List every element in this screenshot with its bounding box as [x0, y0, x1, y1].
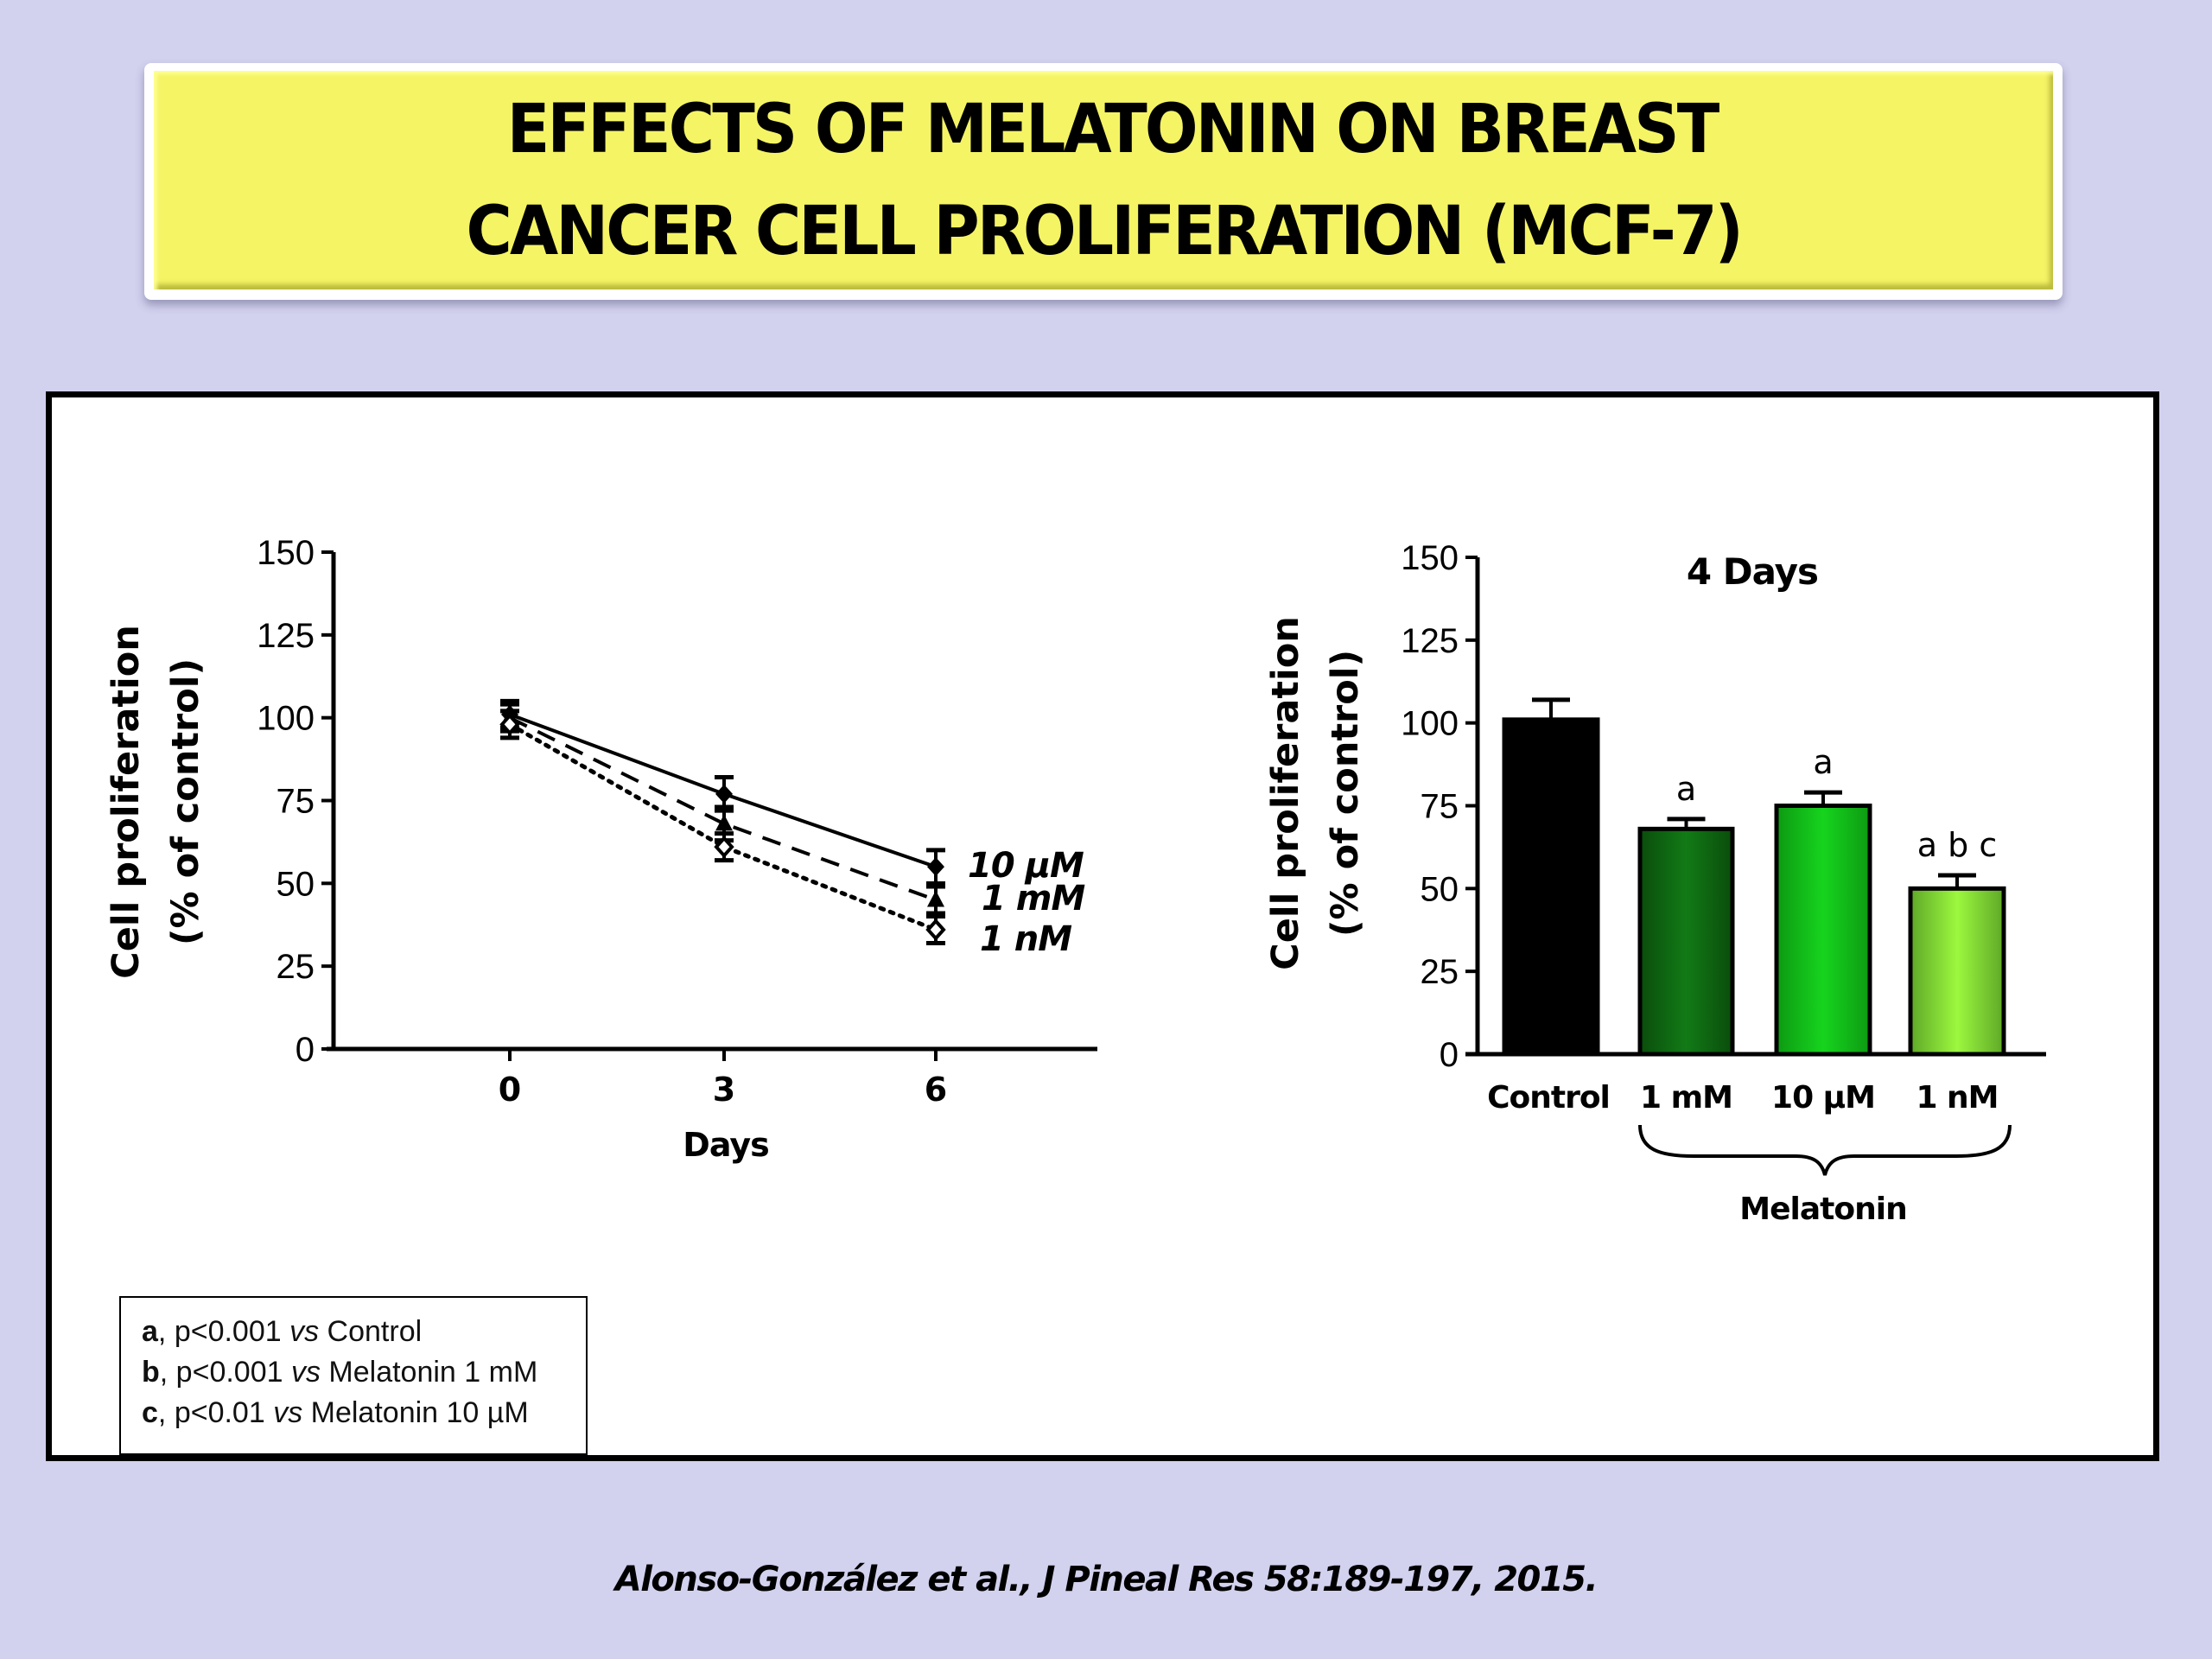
sig-letter: c [142, 1396, 158, 1429]
category-label: 1 nM [1916, 1080, 1998, 1116]
data-point [927, 890, 944, 907]
series-label: 1 nM [980, 919, 1071, 959]
bar-group: Control [1487, 697, 1611, 1116]
bar-chart-bars: Control a 1 mM a 10 µM a b c 1 nM [1487, 697, 2006, 1116]
y-tick-label: 75 [276, 783, 315, 821]
sig-vs: vs [290, 1356, 321, 1389]
sig-comparison: Control [319, 1315, 423, 1348]
bar-group: a 1 mM [1637, 770, 1735, 1116]
series-solid: 10 µM [500, 698, 1084, 886]
sig-letter: b [142, 1356, 160, 1389]
significance-legend-item: b, p<0.001 vs Melatonin 1 mM [142, 1352, 586, 1393]
title-banner: EFFECTS OF MELATONIN ON BREAST CANCER CE… [144, 63, 2063, 300]
line-chart-series: 10 µM1 mM1 nM [499, 698, 1085, 959]
y-tick-label: 0 [296, 1031, 315, 1069]
significance-annotation: a [1813, 743, 1833, 781]
sig-text: , p<0.01 [157, 1396, 274, 1429]
y-tick-label: 75 [1421, 788, 1459, 826]
y-tick-label: 150 [257, 534, 315, 572]
category-label: 10 µM [1771, 1080, 1875, 1116]
line-chart-ylabel-line-2: (% of control) [164, 658, 207, 945]
bar-chart-ylabel-line-2: (% of control) [1324, 650, 1367, 937]
y-tick-label: 25 [1421, 953, 1459, 991]
bar [1774, 804, 1872, 1057]
y-tick-label: 100 [1401, 705, 1459, 743]
sig-letter: a [142, 1315, 158, 1348]
sig-vs: vs [289, 1315, 320, 1348]
line-chart-y-ticks: 0 25 50 75 100 125 150 [257, 534, 334, 1069]
data-point [715, 814, 733, 831]
series-label: 1 mM [982, 879, 1084, 918]
x-tick-label: 3 [713, 1071, 735, 1109]
category-label: 1 mM [1640, 1080, 1732, 1116]
line-chart-x-ticks: 0 3 6 [499, 1049, 947, 1109]
category-label: Control [1487, 1080, 1610, 1116]
y-tick-label: 125 [1401, 622, 1459, 660]
citation: Alonso-González et al., J Pineal Res 58:… [614, 1560, 1599, 1599]
bar-group: a b c 1 nM [1908, 826, 2006, 1116]
significance-legend: a, p<0.001 vs Control b, p<0.001 vs Mela… [119, 1296, 588, 1455]
line-chart-axes [327, 552, 1097, 1052]
sig-comparison: Melatonin 10 µM [302, 1396, 529, 1429]
y-tick-label: 150 [1401, 539, 1459, 577]
data-point [714, 836, 734, 859]
bar-group: a 10 µM [1771, 743, 1876, 1116]
sig-comparison: Melatonin 1 mM [320, 1356, 538, 1389]
sig-text: , p<0.001 [159, 1356, 291, 1389]
sig-text: , p<0.001 [157, 1315, 290, 1348]
y-tick-label: 50 [276, 865, 315, 903]
y-tick-label: 100 [257, 700, 315, 738]
series-dotted: 1 nM [499, 709, 1072, 959]
significance-legend-item: a, p<0.001 vs Control [142, 1312, 586, 1352]
bar-chart-y-ticks: 0 25 50 75 100 125 150 [1401, 539, 1478, 1074]
bar-chart-ylabel-line-1: Cell proliferation [1264, 616, 1307, 970]
data-point [499, 713, 520, 736]
x-tick-label: 0 [499, 1071, 521, 1109]
data-point [927, 857, 944, 877]
line-chart: 0 25 50 75 100 125 150 0 3 6 10 µM1 mM1 nM Cell … [105, 534, 1097, 1164]
line-chart-ylabel-line-1: Cell proliferation [105, 625, 148, 979]
significance-annotation: a b c [1917, 826, 1997, 864]
x-tick-label: 6 [925, 1071, 947, 1109]
line-chart-xlabel: Days [683, 1126, 768, 1164]
title-banner-fill: EFFECTS OF MELATONIN ON BREAST CANCER CE… [154, 71, 2053, 289]
significance-annotation: a [1676, 770, 1696, 808]
bar [1637, 826, 1735, 1057]
y-tick-label: 50 [1421, 870, 1459, 908]
y-tick-label: 125 [257, 617, 315, 655]
slide-title-line-1: EFFECTS OF MELATONIN ON BREAST [506, 90, 1719, 168]
series-label: 10 µM [968, 846, 1084, 886]
data-point [925, 918, 946, 941]
sig-vs: vs [273, 1396, 303, 1429]
y-tick-label: 0 [1440, 1036, 1459, 1074]
series-dashed: 1 mM [500, 702, 1085, 918]
melatonin-group-label: Melatonin [1739, 1192, 1906, 1227]
bar [1502, 717, 1600, 1057]
melatonin-group-brace [1638, 1124, 2012, 1176]
bar-chart-title: 4 Days [1687, 550, 1818, 593]
bar-chart: 0 25 50 75 100 125 150 Control a 1 mM a 10 µM a b c… [1264, 539, 2046, 1227]
y-tick-label: 25 [276, 948, 315, 986]
slide-title-line-2: CANCER CELL PROLIFERATION (MCF-7) [466, 192, 1743, 270]
data-point [715, 784, 733, 804]
significance-legend-item: c, p<0.01 vs Melatonin 10 µM [142, 1393, 586, 1433]
series-line [509, 715, 937, 902]
bar [1908, 886, 2006, 1057]
